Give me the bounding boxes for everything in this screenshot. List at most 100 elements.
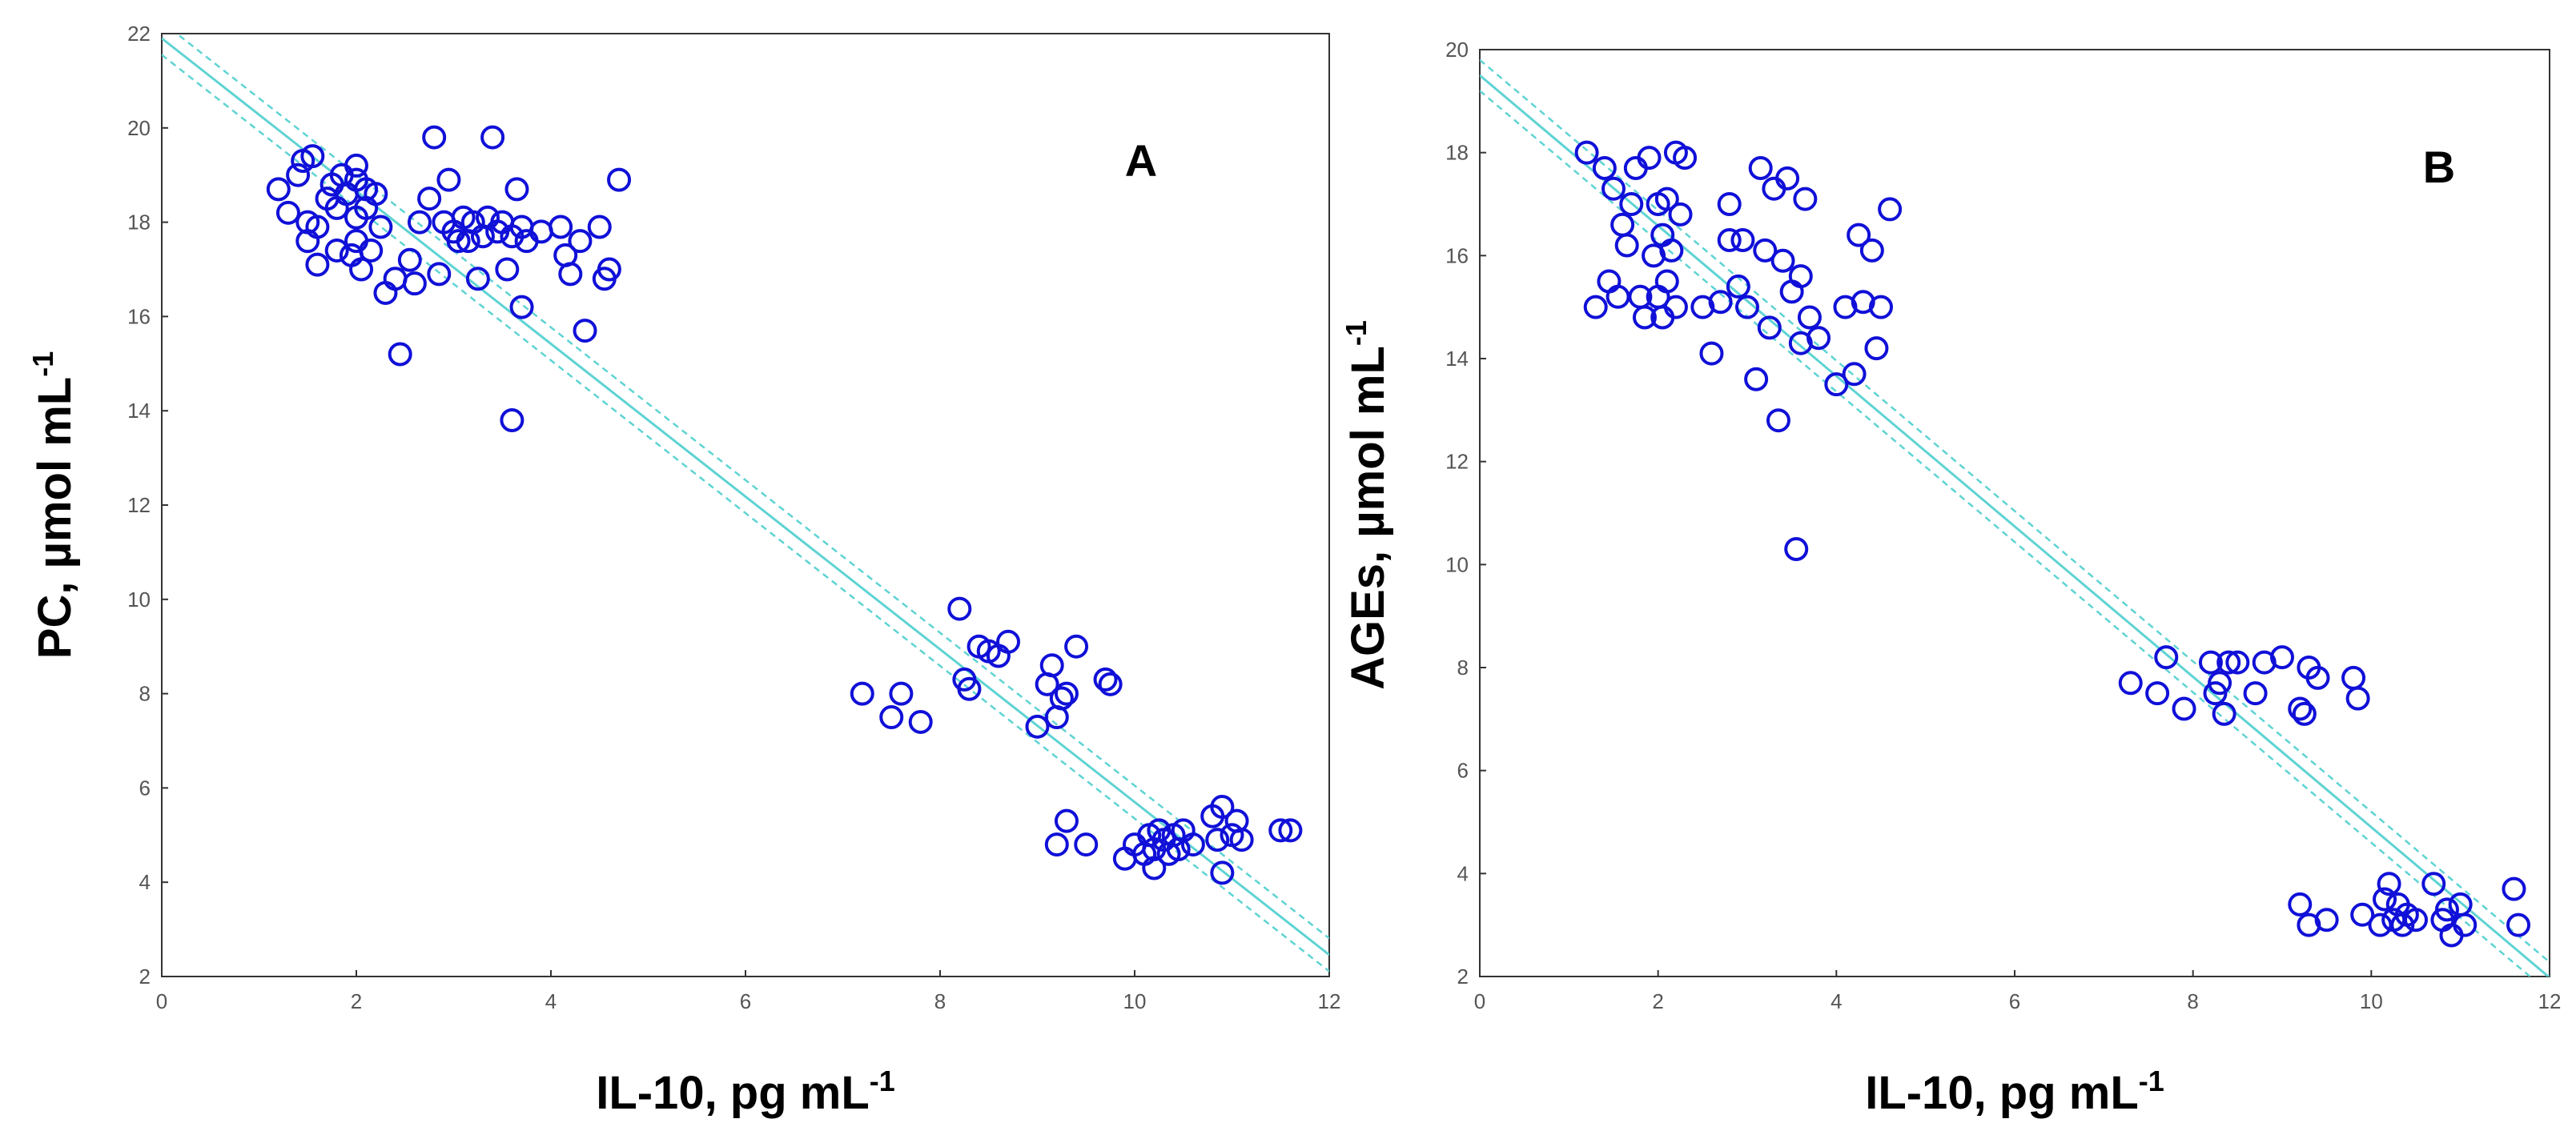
panel-b-data-point — [2154, 645, 2179, 670]
panel-a-data-point — [388, 342, 412, 367]
panel-a-data-point — [266, 177, 291, 202]
panel-b-data-point — [1605, 284, 1630, 309]
panel-b-data-point — [2208, 671, 2232, 696]
panel-b-data-point — [2453, 912, 2478, 937]
panel-b-data-point — [2368, 912, 2393, 937]
panel-a-data-point — [495, 257, 520, 282]
panel-a-data-point — [407, 210, 432, 235]
panel-a-x-axis-title: IL-10, pg mL-1 — [596, 1065, 895, 1119]
panel-b-x-tick-label: 0 — [1474, 989, 1485, 1013]
panel-a-data-point — [480, 125, 505, 150]
panel-b-data-point — [2243, 681, 2268, 706]
panel-a-x-tick-label: 10 — [1123, 989, 1147, 1013]
panel-a-y-tick-label: 12 — [127, 493, 151, 517]
panel-a-data-point — [573, 319, 597, 343]
panel-b-data-point — [1766, 408, 1790, 433]
panel-a-data-point — [1093, 667, 1118, 692]
panel-b-data-point — [2404, 908, 2428, 932]
panel-b-plot-frame — [1479, 49, 2550, 977]
panel-a-data-point — [607, 167, 632, 192]
panel-a-data-point — [446, 229, 471, 254]
panel-a-data-point — [1039, 653, 1064, 678]
panel-a-data-point — [1098, 672, 1123, 696]
panel-b-data-point — [2288, 696, 2313, 721]
panel-b-x-tick-label: 12 — [2538, 989, 2562, 1013]
panel-a-data-point — [957, 676, 982, 701]
panel-b-data-point — [1864, 336, 1889, 361]
panel-b-data-point — [1654, 186, 1679, 211]
panel-a-data-point — [1142, 856, 1167, 880]
panel-a-data-point — [1210, 860, 1235, 885]
panel-a-x-axis-title-text: IL-10, pg mL — [596, 1067, 870, 1119]
panel-b-x-tick-label: 10 — [2360, 989, 2383, 1013]
panel-a-data-point — [402, 271, 427, 296]
panel-a-x-tick-label: 6 — [740, 989, 751, 1013]
panel-a-data-points — [266, 125, 1303, 885]
panel-b-data-point — [2341, 665, 2366, 690]
panel-a-x-tick-label: 8 — [934, 989, 946, 1013]
panel-a-data-point — [500, 407, 524, 432]
panel-b-y-tick-label: 14 — [1445, 347, 1469, 371]
panel-b-data-point — [2421, 872, 2446, 896]
panel-b-data-point — [1878, 197, 1903, 222]
panel-b-x-axis-title-sup: -1 — [2139, 1065, 2164, 1097]
panel-b-x-axis-title-text: IL-10, pg mL — [1865, 1067, 2139, 1119]
panel-b-data-point — [2350, 902, 2375, 927]
panel-a-letter: A — [1125, 135, 1157, 186]
panel-b-data-point — [2373, 887, 2397, 912]
panel-b-data-point — [1824, 372, 1849, 397]
panel-b-letter: B — [2423, 142, 2455, 192]
panel-a-data-point — [879, 705, 904, 730]
panel-b-data-point — [1601, 176, 1626, 201]
panel-a-y-axis-title: PC, µmol mL-1 — [26, 351, 81, 659]
panel-b-data-point — [1730, 228, 1755, 253]
panel-b-data-point — [2172, 696, 2196, 721]
panel-b-data-point — [1726, 274, 1750, 299]
panel-b-x-axis-title: IL-10, pg mL-1 — [1865, 1065, 2164, 1119]
panel-b-data-point — [1637, 146, 1662, 170]
panel-a-data-point — [1278, 818, 1303, 843]
panel-b-data-point — [2145, 681, 2170, 706]
panel-a-data-point — [305, 252, 330, 277]
panel-b-data-point — [1797, 305, 1822, 330]
panel-b-y-tick-label: 6 — [1457, 759, 1469, 783]
panel-b-data-point — [2434, 897, 2459, 922]
panel-a-data-point — [436, 167, 461, 192]
panel-b-data-point — [1717, 192, 1742, 216]
panel-a-data-point — [417, 186, 442, 211]
panel-b-data-point — [1574, 140, 1599, 165]
panel-a-data-point — [1054, 808, 1079, 833]
panel-a-y-tick-label: 4 — [139, 870, 151, 894]
panel-a-data-point — [1025, 714, 1050, 739]
panel-b-data-point — [1806, 326, 1831, 351]
panel-a-y-tick-label: 14 — [127, 399, 151, 423]
panel-a-y-tick-label: 16 — [127, 304, 151, 328]
panel-b-data-point — [1659, 238, 1684, 263]
panel-b-data-point — [1614, 233, 1639, 258]
panel-a-data-point — [349, 257, 374, 282]
panel-a-data-point — [1205, 828, 1230, 852]
panel-a-data-point — [422, 125, 447, 150]
panel-a-data-point — [1054, 681, 1079, 706]
panel-b-data-point — [2198, 650, 2223, 675]
panel-b-data-point — [1744, 367, 1769, 391]
panel-b-y-tick-label: 4 — [1457, 861, 1469, 885]
panel-b-data-point — [1597, 269, 1622, 294]
panel-a-data-point — [504, 177, 529, 202]
panel-b-x-tick-label: 2 — [1652, 989, 1663, 1013]
panel-a-data-point — [344, 153, 368, 178]
panel-b-data-point — [1583, 295, 1608, 319]
panel-a-x-tick-label: 2 — [351, 989, 362, 1013]
panel-a-data-point — [324, 238, 349, 263]
panel-b-data-point — [1847, 223, 1871, 247]
panel-a-data-point — [305, 215, 330, 239]
panel-a-y-tick-label: 6 — [139, 776, 151, 800]
panel-b-data-points — [1574, 140, 2531, 948]
panel-b-data-point — [1708, 290, 1733, 315]
panel-a-data-point — [587, 215, 612, 239]
panel-a-data-point — [996, 629, 1021, 654]
panel-b-data-point — [2506, 912, 2531, 937]
panel-b-y-axis-title-text: AGEs, µmol mL — [1342, 346, 1394, 690]
